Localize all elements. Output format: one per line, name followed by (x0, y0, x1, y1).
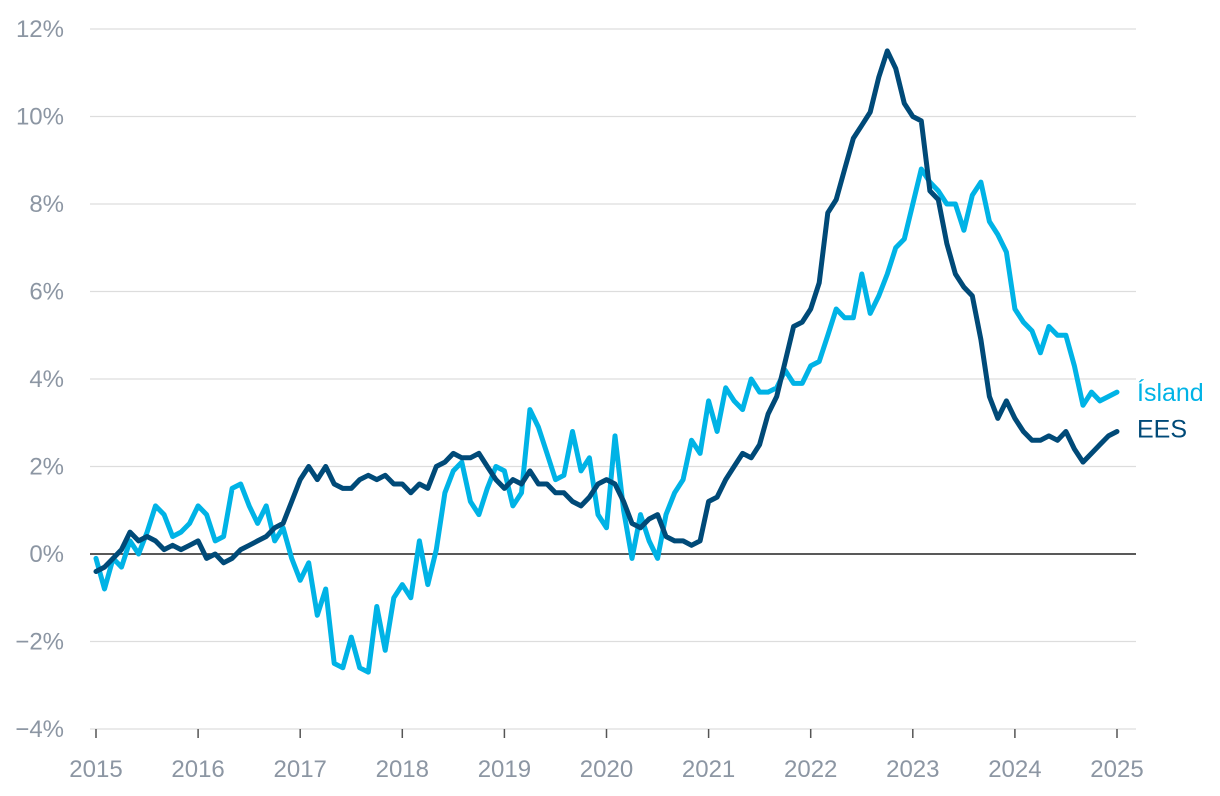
x-tick-label: 2018 (376, 756, 429, 783)
x-tick-label: 2022 (784, 756, 837, 783)
x-tick-label: 2023 (886, 756, 939, 783)
y-tick-label: 6% (29, 279, 64, 306)
legend-label-ísland: Ísland (1137, 378, 1204, 407)
y-tick-label: 12% (16, 16, 64, 43)
x-tick-label: 2017 (274, 756, 327, 783)
series-line-ees (93, 48, 1120, 574)
legend-label-ees: EES (1137, 416, 1187, 444)
x-tick-label: 2015 (69, 756, 122, 783)
x-axis-ticks: 2015 2016 2017 2018 2019 2020 2021 2022 2023 2024… (69, 729, 1144, 783)
gridlines (90, 28, 1136, 730)
series-line-ísland (93, 166, 1120, 675)
x-tick-label: 2020 (580, 756, 633, 783)
x-tick-label: 2025 (1090, 756, 1143, 783)
y-tick-label: 10% (16, 104, 64, 131)
y-tick-label: 8% (29, 191, 64, 218)
x-tick-label: 2016 (171, 756, 224, 783)
x-tick-label: 2024 (988, 756, 1041, 783)
y-axis-ticks: −4% −2% 0% 2% 4% 6% 8% 10% 12% (15, 16, 64, 743)
y-tick-label: 2% (29, 454, 64, 481)
y-tick-label: −4% (15, 716, 64, 743)
series-lines (93, 48, 1120, 675)
inline-legend: Ísland EES (1137, 378, 1204, 443)
y-tick-label: −2% (15, 629, 64, 656)
y-tick-label: 4% (29, 366, 64, 393)
y-tick-label: 0% (29, 541, 64, 568)
x-tick-label: 2021 (682, 756, 735, 783)
x-tick-label: 2019 (478, 756, 531, 783)
